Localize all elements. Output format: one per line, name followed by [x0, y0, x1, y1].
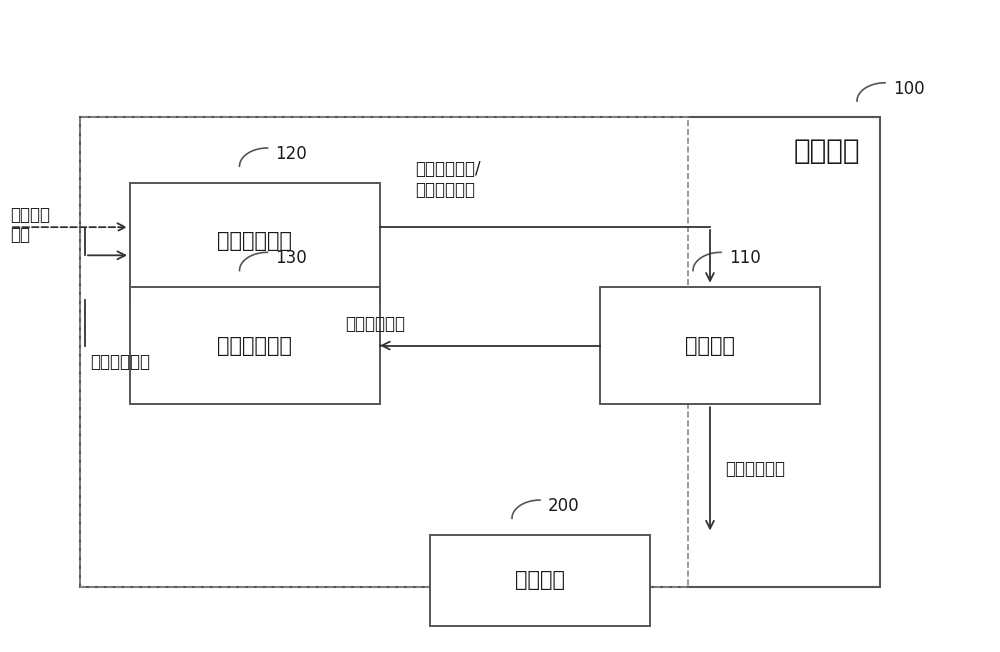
Text: 停机控制信号/
自检反馈信号: 停机控制信号/ 自检反馈信号	[415, 160, 481, 199]
Text: 110: 110	[729, 249, 761, 267]
Text: 130: 130	[276, 249, 307, 267]
Bar	[80, 117, 688, 587]
Bar	[600, 287, 820, 404]
Text: 停机输入
信号: 停机输入 信号	[10, 205, 50, 244]
Text: 自检脉冲信号: 自检脉冲信号	[345, 314, 405, 333]
Text: 总控单元: 总控单元	[685, 336, 735, 355]
Bar	[130, 183, 380, 300]
Bar	[80, 117, 880, 587]
Text: 驱动控制信号: 驱动控制信号	[725, 460, 785, 479]
Text: 120: 120	[276, 145, 307, 163]
Text: 驱动装置: 驱动装置	[794, 137, 860, 165]
Text: 自检控制单元: 自检控制单元	[218, 336, 292, 355]
Text: 自检输入信号: 自检输入信号	[90, 353, 150, 371]
Text: 200: 200	[548, 497, 580, 515]
Bar	[430, 535, 650, 626]
Text: 被控设备: 被控设备	[515, 570, 565, 590]
Text: 100: 100	[893, 80, 925, 98]
Bar	[130, 287, 380, 404]
Text: 停机控制单元: 停机控制单元	[218, 231, 292, 251]
